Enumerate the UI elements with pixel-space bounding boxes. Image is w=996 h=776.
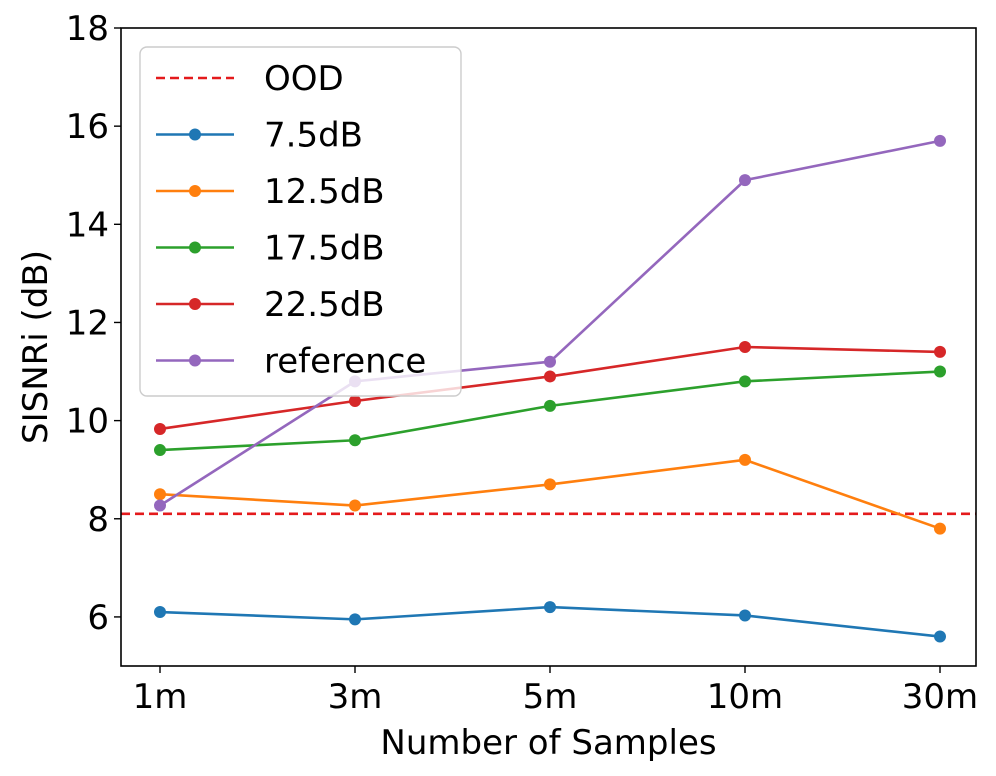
data-point <box>739 174 751 187</box>
legend-item: 17.5dB <box>156 229 385 269</box>
data-point <box>544 478 556 491</box>
legend-item: 22.5dB <box>156 285 385 325</box>
series-7.5dB <box>154 601 946 643</box>
legend-swatch-marker <box>189 241 201 254</box>
x-tick-label: 30m <box>902 677 978 717</box>
x-axis-label: Number of Samples <box>380 723 716 763</box>
y-tick-label: 6 <box>87 598 109 638</box>
data-point <box>544 601 556 614</box>
series-17.5dB <box>154 365 946 457</box>
series-22.5dB <box>154 341 946 435</box>
data-point <box>349 499 361 512</box>
legend-item: 7.5dB <box>156 116 363 156</box>
x-tick-label: 3m <box>328 677 383 717</box>
legend-label: 17.5dB <box>264 229 385 269</box>
legend-label: 7.5dB <box>264 116 363 156</box>
data-point <box>154 499 166 512</box>
y-tick-label: 16 <box>66 107 109 147</box>
data-point <box>349 613 361 626</box>
plot-frame <box>120 27 977 667</box>
y-tick-label: 14 <box>66 205 109 245</box>
data-point <box>544 370 556 383</box>
y-tick-label: 10 <box>66 402 109 442</box>
data-point <box>934 522 946 535</box>
x-tick-label: 10m <box>707 677 783 717</box>
data-point <box>154 422 166 435</box>
data-point <box>934 630 946 643</box>
data-point <box>934 134 946 147</box>
data-point <box>154 488 166 501</box>
data-point <box>154 444 166 457</box>
x-axis-ticks: 1m 3m 5m 10m 30m <box>133 666 978 717</box>
y-axis-ticks: 6 8 10 12 14 16 18 <box>66 9 121 638</box>
legend-label: OOD <box>264 59 344 99</box>
data-point <box>154 606 166 619</box>
x-tick-label: 5m <box>523 677 578 717</box>
legend-item: 12.5dB <box>156 172 385 212</box>
y-tick-label: 18 <box>66 9 109 49</box>
legend: OOD 7.5dB 12.5dB 17.5dB 22.5dB reference <box>139 46 462 397</box>
legend-label: 12.5dB <box>264 172 385 212</box>
legend-swatch-marker <box>189 354 201 367</box>
y-tick-label: 8 <box>87 500 109 540</box>
legend-swatch-marker <box>189 128 201 141</box>
data-point <box>349 434 361 447</box>
data-point <box>934 345 946 358</box>
data-point <box>934 365 946 378</box>
data-point <box>739 453 751 466</box>
data-point <box>739 341 751 353</box>
y-axis-label: SISNRi (dB) <box>16 250 56 444</box>
x-tick-label: 1m <box>133 677 188 717</box>
legend-label: 22.5dB <box>264 285 385 325</box>
data-point <box>739 375 751 388</box>
legend-item: reference <box>156 342 426 382</box>
data-point <box>349 394 361 407</box>
data-point <box>739 609 751 622</box>
series-12.5dB <box>154 453 946 535</box>
legend-item: OOD <box>156 59 344 99</box>
data-point <box>544 399 556 412</box>
series-layer <box>154 134 946 643</box>
legend-swatch-marker <box>189 298 201 310</box>
legend-label: reference <box>264 342 426 382</box>
legend-swatch-marker <box>189 185 201 197</box>
y-tick-label: 12 <box>66 303 109 343</box>
data-point <box>544 355 556 368</box>
